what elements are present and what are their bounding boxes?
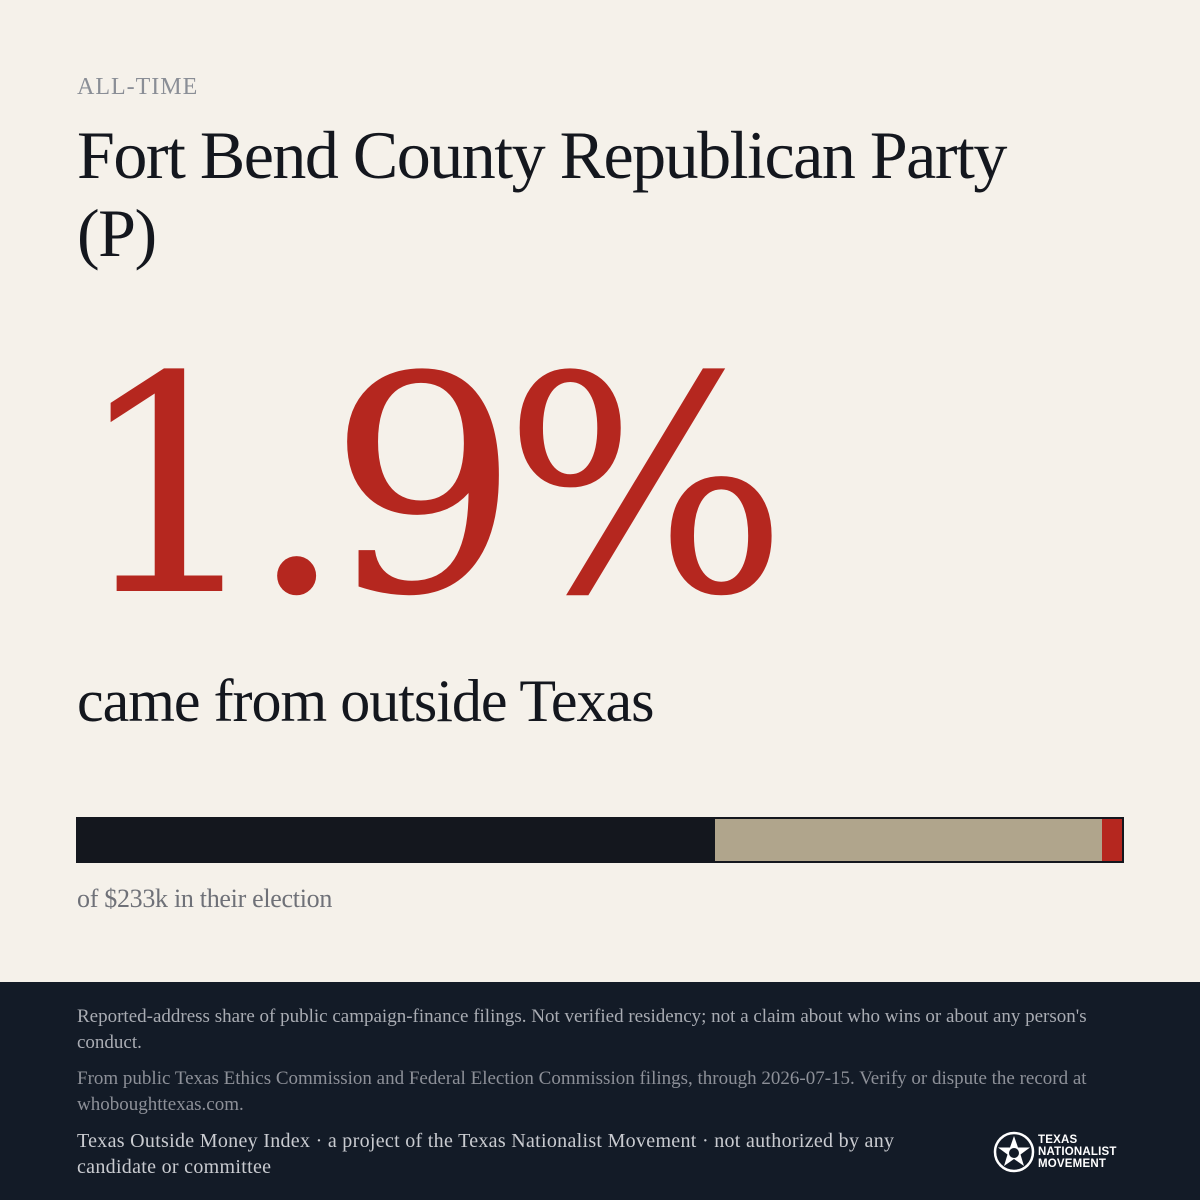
share-bar [76, 817, 1124, 863]
eyebrow-label: ALL-TIME [77, 74, 199, 100]
page-title: Fort Bend County Republican Party (P) [77, 117, 1007, 271]
headline-percent: 1.9% [74, 313, 788, 662]
footer-credit: Texas Outside Money Index · a project of… [77, 1130, 895, 1178]
footer: Reported-address share of public campaig… [0, 982, 1200, 1200]
logo-line: MOVEMENT [1038, 1158, 1107, 1170]
footer-disclaimer: Reported-address share of public campaig… [77, 1006, 1087, 1053]
logo-line: NATIONALIST [1038, 1146, 1117, 1158]
bar-segment-dark [78, 819, 716, 861]
bar-segment-tan [715, 819, 1103, 861]
tnm-logo: TEXAS NATIONALIST MOVEMENT [993, 1130, 1133, 1174]
logo-text: TEXAS NATIONALIST MOVEMENT [1038, 1134, 1117, 1170]
footer-source: From public Texas Ethics Commission and … [77, 1068, 1087, 1115]
bar-segment-outside-texas [1102, 819, 1122, 861]
bar-caption: of $233k in their election [77, 884, 333, 913]
star-seal-icon [993, 1131, 1035, 1173]
headline-subtitle: came from outside Texas [77, 668, 655, 734]
logo-line: TEXAS [1038, 1134, 1078, 1146]
main-panel: ALL-TIME Fort Bend County Republican Par… [74, 74, 1124, 913]
